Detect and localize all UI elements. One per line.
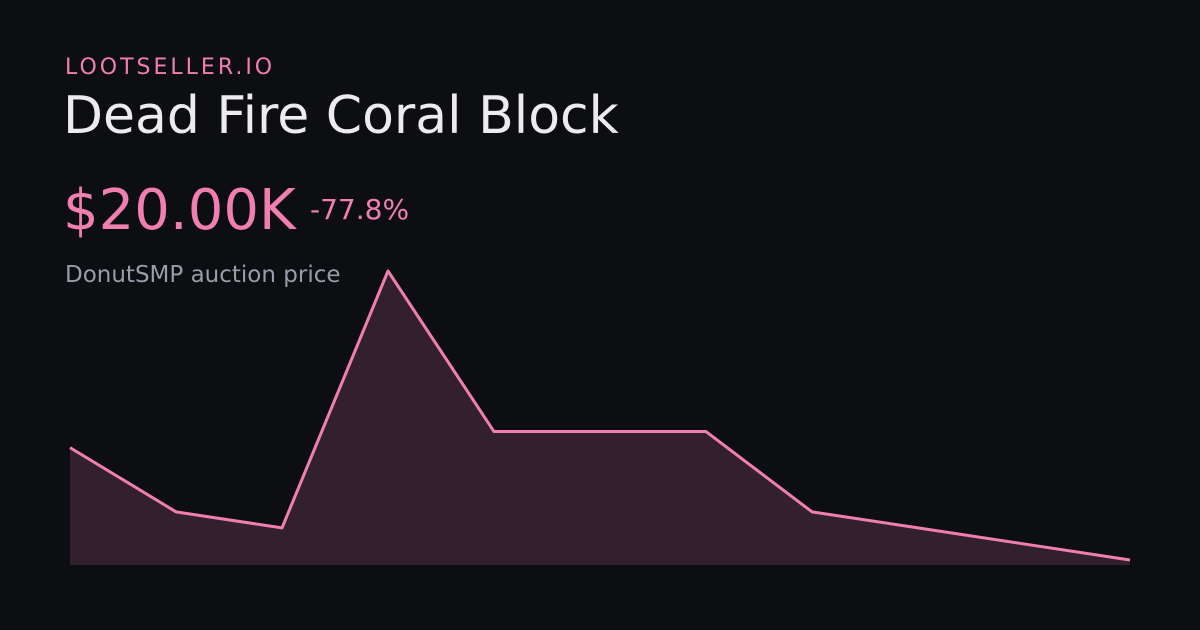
- brand: LOOTSELLER.IO: [65, 55, 276, 80]
- price-change: -77.8%: [310, 193, 410, 226]
- subtitle: DonutSMP auction price: [65, 262, 341, 288]
- area-fill: [70, 271, 1130, 565]
- item-title: Dead Fire Coral Block: [63, 86, 619, 146]
- price: $20.00K: [63, 178, 296, 243]
- price-line: [69, 269, 1131, 562]
